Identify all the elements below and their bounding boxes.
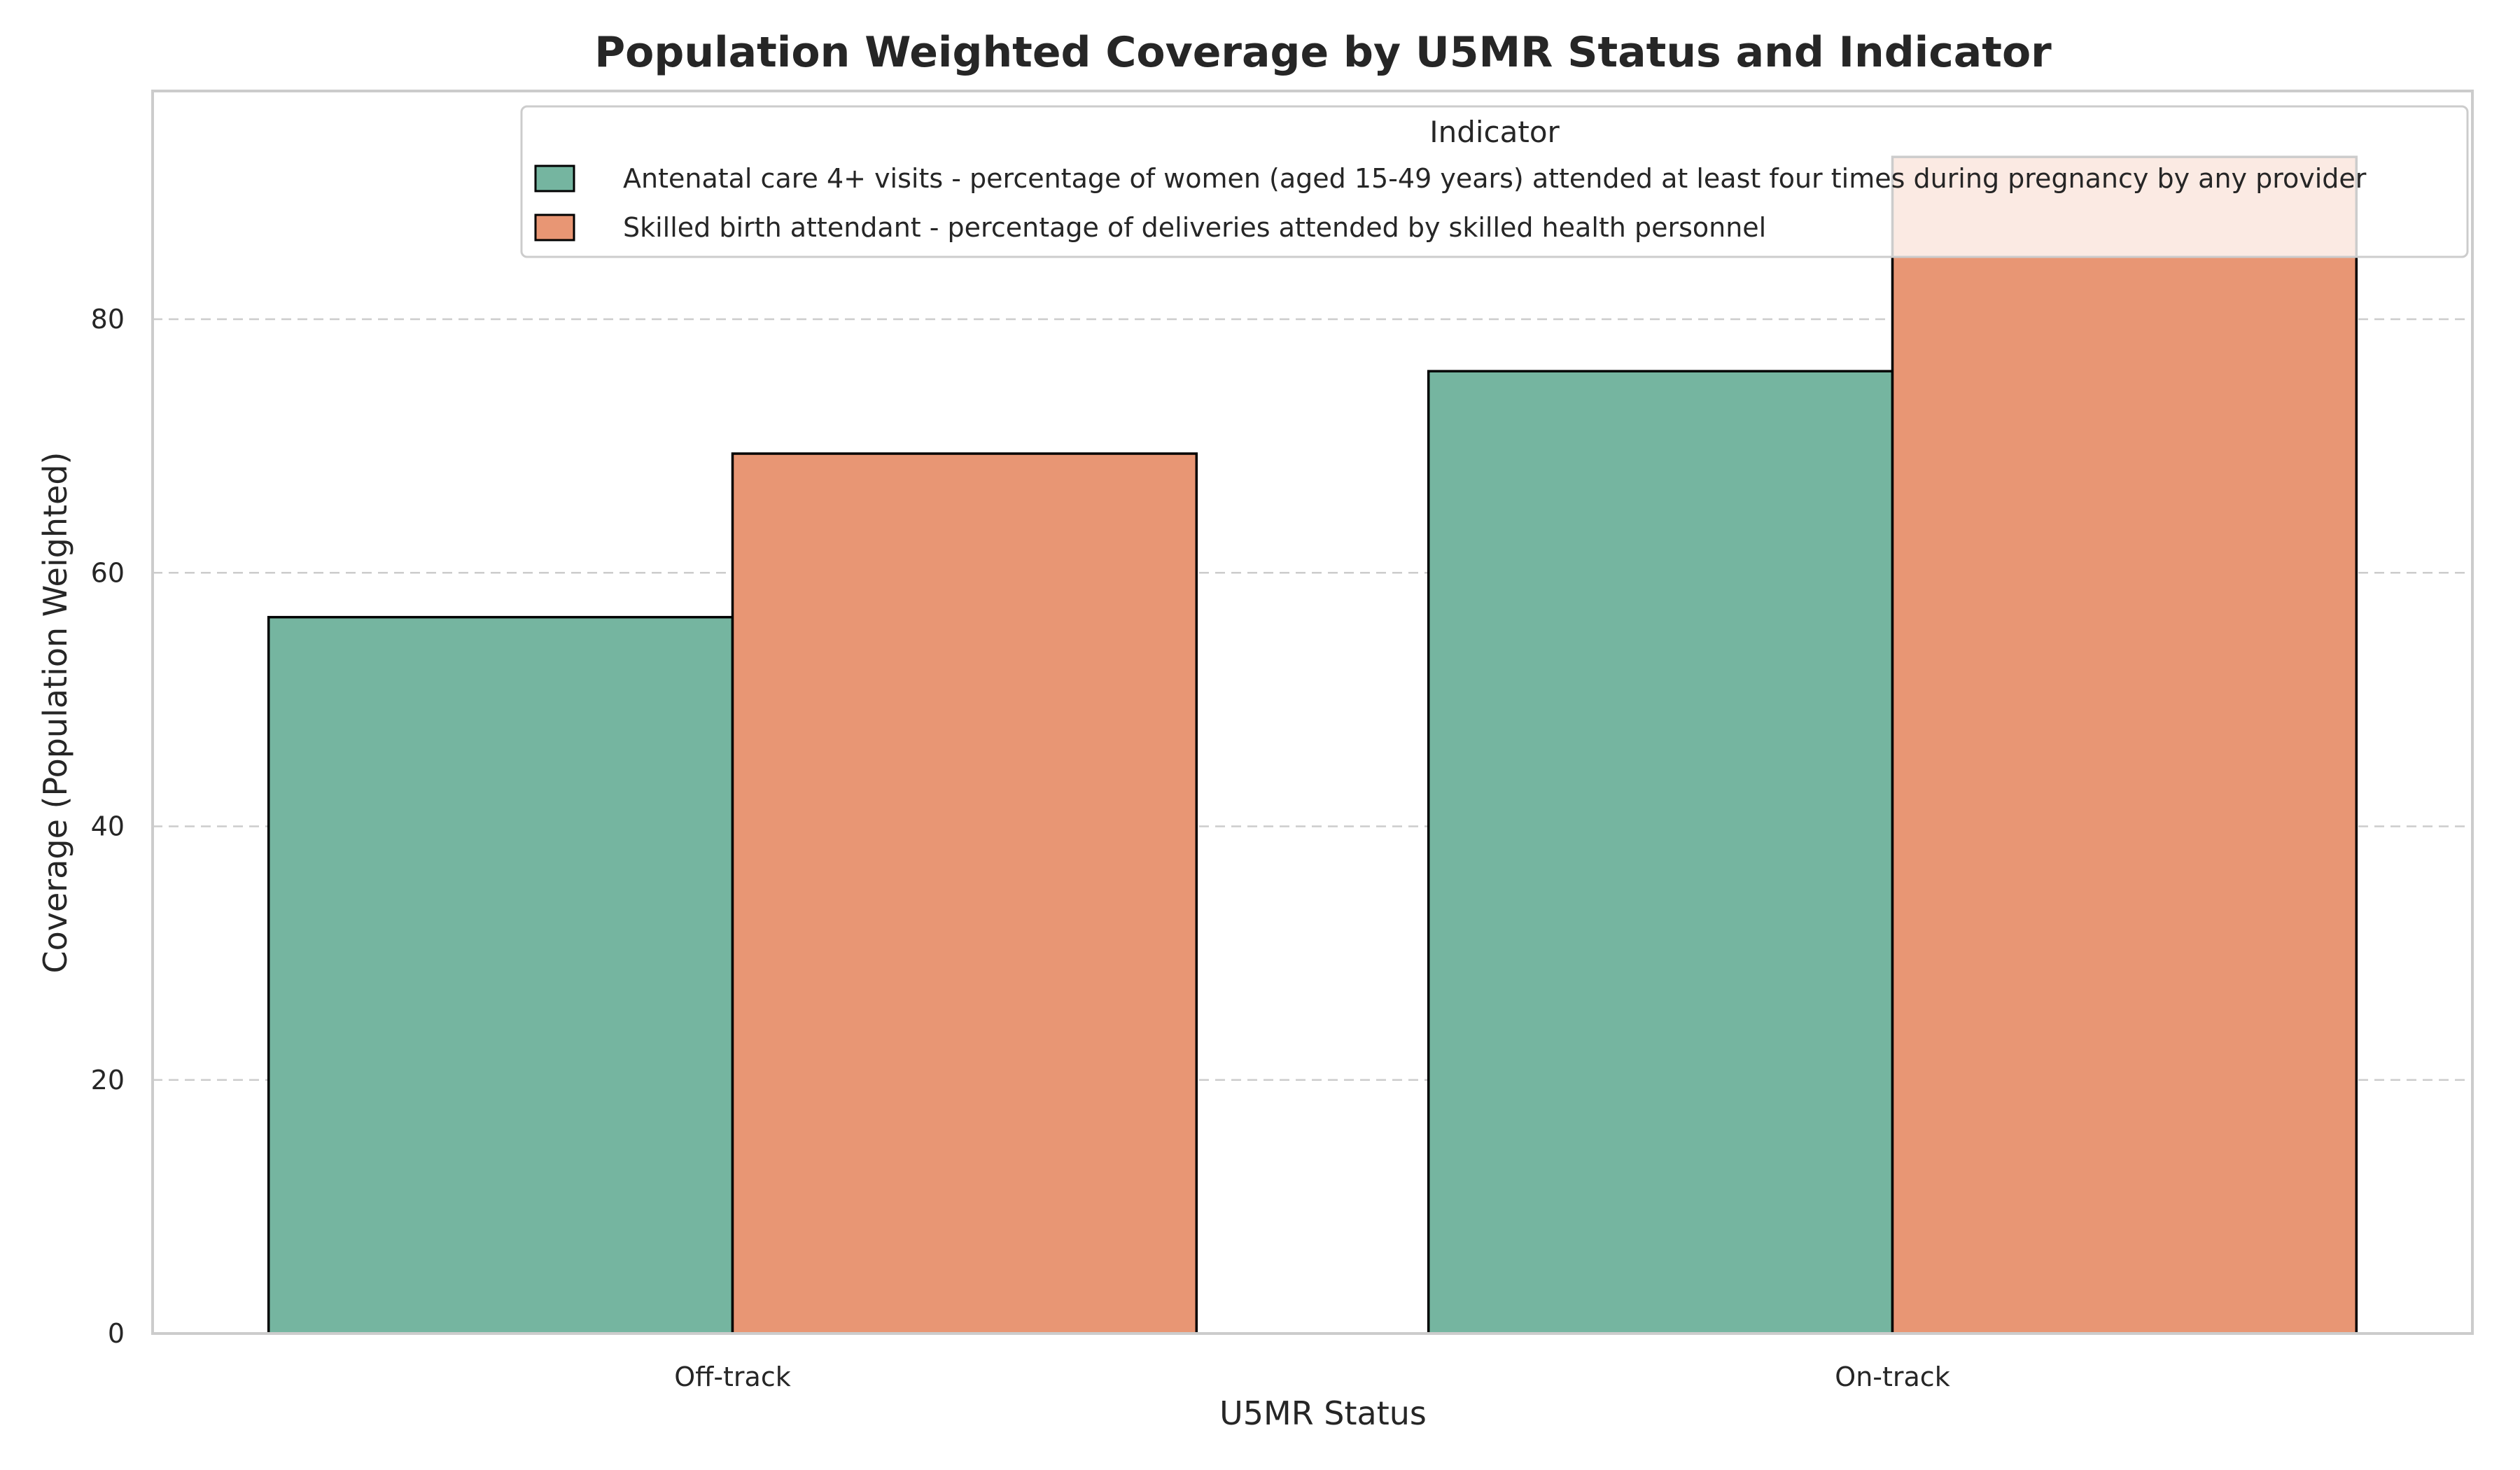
legend-box — [520, 105, 2469, 258]
legend-swatch-2 — [534, 214, 575, 241]
x-tick-label-on-track: On-track — [1835, 1362, 1949, 1392]
legend-label-2: Skilled birth attendant - percentage of … — [623, 212, 1766, 243]
legend-title: Indicator — [1429, 115, 1560, 149]
y-axis-ticks: 0 20 40 60 80 — [91, 304, 125, 1349]
y-tick-label-80: 80 — [91, 304, 125, 335]
chart-title: Population Weighted Coverage by U5MR Sta… — [594, 28, 2052, 77]
bar-on-track-series-1 — [1427, 370, 1894, 1335]
x-tick-label-off-track: Off-track — [674, 1362, 791, 1392]
x-axis-ticks: Off-track On-track — [674, 1362, 1949, 1392]
legend: Indicator Antenatal care 4+ visits - per… — [520, 105, 2469, 258]
legend-label-1: Antenatal care 4+ visits - percentage of… — [623, 163, 2367, 194]
y-axis-label: Coverage (Population Weighted) — [36, 452, 74, 974]
y-tick-label-40: 40 — [91, 811, 125, 842]
bar-on-track-series-2 — [1891, 155, 2358, 1335]
legend-items: Antenatal care 4+ visits - percentage of… — [534, 163, 2367, 243]
bar-off-track-series-1 — [267, 615, 734, 1335]
y-tick-label-20: 20 — [91, 1065, 125, 1096]
plot-frame — [151, 90, 2474, 1335]
y-tick-label-0: 0 — [108, 1318, 125, 1349]
bar-off-track-series-2 — [731, 452, 1198, 1335]
y-tick-label-60: 60 — [91, 557, 125, 588]
bars — [267, 155, 2358, 1335]
legend-swatch-1 — [534, 164, 575, 192]
x-axis-label: U5MR Status — [1219, 1394, 1427, 1432]
